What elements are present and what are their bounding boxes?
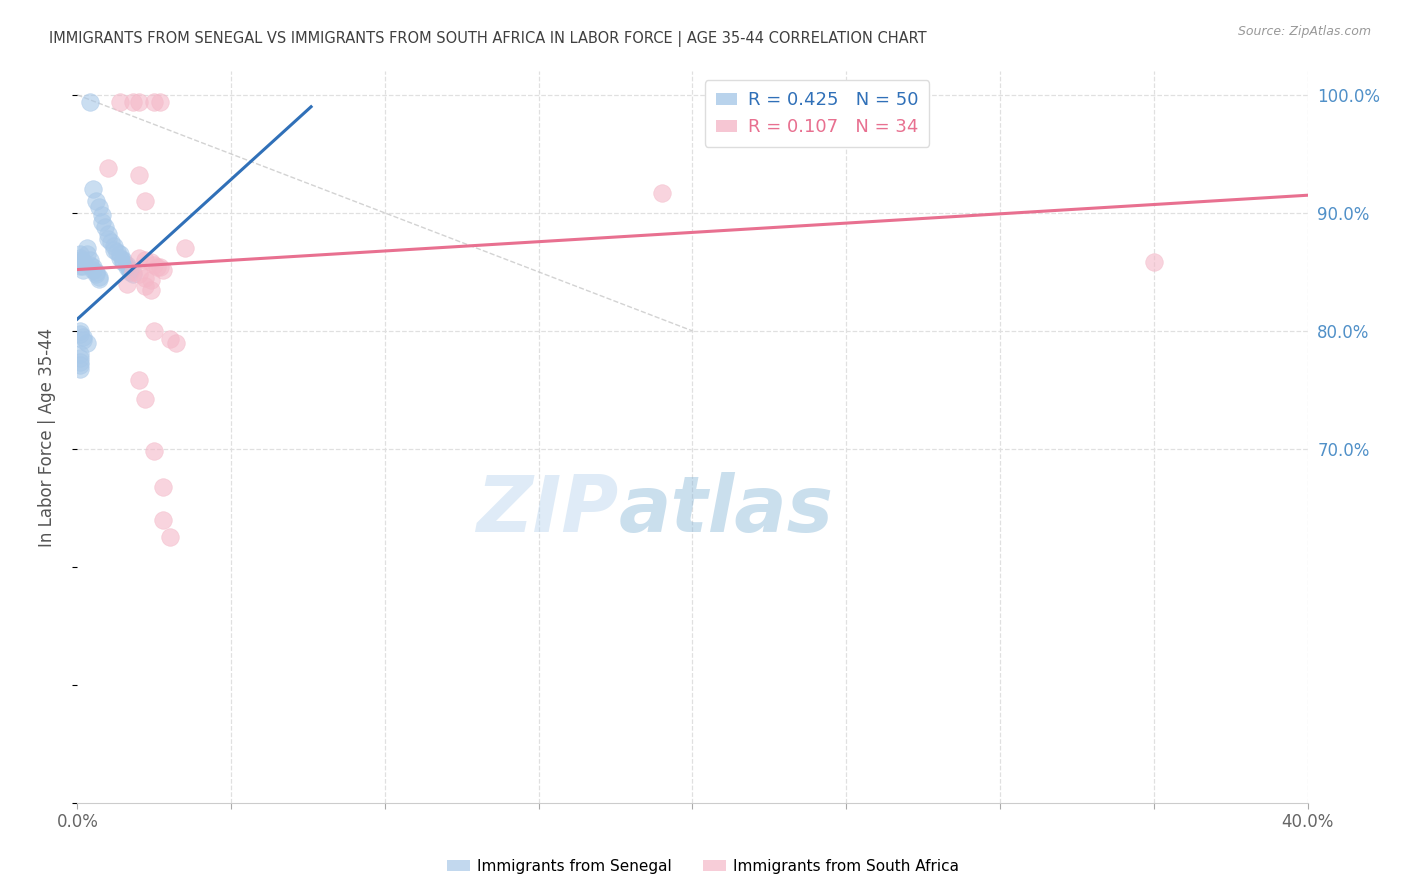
Point bbox=[90, 215, 114, 229]
Point bbox=[69, 351, 91, 365]
Point bbox=[110, 95, 132, 109]
Point bbox=[76, 335, 98, 350]
Point bbox=[165, 335, 187, 350]
Point bbox=[118, 262, 141, 277]
Point bbox=[121, 267, 143, 281]
Point bbox=[69, 255, 91, 269]
Point bbox=[159, 530, 181, 544]
Point bbox=[128, 168, 150, 182]
Point bbox=[69, 251, 91, 265]
Point bbox=[105, 244, 128, 259]
Point bbox=[143, 258, 166, 272]
Point bbox=[87, 269, 110, 284]
Point bbox=[118, 265, 141, 279]
Point bbox=[103, 243, 125, 257]
Point bbox=[97, 161, 120, 175]
Point bbox=[121, 95, 143, 109]
Point bbox=[72, 330, 94, 344]
Point bbox=[97, 227, 120, 242]
Point bbox=[90, 208, 114, 222]
Point bbox=[152, 480, 174, 494]
Point bbox=[97, 232, 120, 246]
Text: IMMIGRANTS FROM SENEGAL VS IMMIGRANTS FROM SOUTH AFRICA IN LABOR FORCE | AGE 35-: IMMIGRANTS FROM SENEGAL VS IMMIGRANTS FR… bbox=[49, 31, 927, 47]
Point bbox=[76, 247, 98, 261]
Text: atlas: atlas bbox=[619, 472, 834, 549]
Point bbox=[112, 255, 135, 269]
Point bbox=[152, 513, 174, 527]
Point bbox=[69, 354, 91, 368]
Point bbox=[94, 220, 117, 235]
Point bbox=[82, 260, 104, 275]
Point bbox=[110, 247, 132, 261]
Point bbox=[100, 235, 122, 250]
Point bbox=[128, 374, 150, 388]
Point bbox=[110, 251, 132, 265]
Point bbox=[87, 272, 110, 286]
Point bbox=[143, 95, 166, 109]
Point bbox=[69, 361, 91, 376]
Point bbox=[79, 253, 101, 268]
Point bbox=[134, 194, 156, 208]
Point bbox=[128, 95, 150, 109]
Point bbox=[651, 186, 673, 200]
Point bbox=[134, 253, 156, 268]
Point bbox=[87, 200, 110, 214]
Point bbox=[69, 358, 91, 372]
Point bbox=[128, 251, 150, 265]
Point bbox=[146, 260, 169, 275]
Point bbox=[159, 332, 181, 346]
Point bbox=[69, 324, 91, 338]
Point bbox=[115, 260, 138, 275]
Point bbox=[1143, 255, 1166, 269]
Point bbox=[69, 259, 91, 273]
Point bbox=[82, 262, 104, 277]
Legend: R = 0.425   N = 50, R = 0.107   N = 34: R = 0.425 N = 50, R = 0.107 N = 34 bbox=[704, 80, 929, 147]
Point bbox=[69, 253, 91, 268]
Point bbox=[84, 194, 107, 208]
Y-axis label: In Labor Force | Age 35-44: In Labor Force | Age 35-44 bbox=[38, 327, 56, 547]
Point bbox=[143, 444, 166, 458]
Text: ZIP: ZIP bbox=[477, 472, 619, 549]
Point bbox=[72, 255, 94, 269]
Point bbox=[84, 265, 107, 279]
Point bbox=[141, 283, 163, 297]
Point bbox=[134, 392, 156, 407]
Point bbox=[134, 270, 156, 285]
Point bbox=[152, 262, 174, 277]
Point bbox=[115, 258, 138, 272]
Text: Source: ZipAtlas.com: Source: ZipAtlas.com bbox=[1237, 25, 1371, 38]
Point bbox=[141, 255, 163, 269]
Point bbox=[69, 347, 91, 361]
Point bbox=[79, 258, 101, 272]
Point bbox=[121, 265, 143, 279]
Point bbox=[115, 277, 138, 291]
Point bbox=[174, 241, 197, 255]
Point bbox=[69, 247, 91, 261]
Point bbox=[69, 327, 91, 342]
Point bbox=[76, 241, 98, 255]
Point bbox=[143, 324, 166, 338]
Point bbox=[103, 239, 125, 253]
Point bbox=[128, 267, 150, 281]
Point bbox=[149, 95, 172, 109]
Point bbox=[141, 273, 163, 287]
Point bbox=[112, 253, 135, 268]
Point bbox=[72, 262, 94, 277]
Legend: Immigrants from Senegal, Immigrants from South Africa: Immigrants from Senegal, Immigrants from… bbox=[440, 853, 966, 880]
Point bbox=[72, 259, 94, 273]
Point bbox=[72, 334, 94, 348]
Point bbox=[149, 260, 172, 275]
Point bbox=[82, 182, 104, 196]
Point bbox=[79, 95, 101, 109]
Point bbox=[134, 279, 156, 293]
Point bbox=[84, 267, 107, 281]
